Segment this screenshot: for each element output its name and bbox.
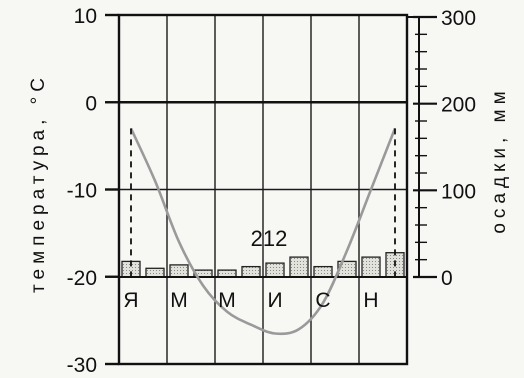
- right-axis-title: осадки, мм: [489, 86, 510, 233]
- left-axis-tick-label: 0: [85, 92, 97, 115]
- left-axis-title: температура, °С: [28, 73, 49, 293]
- precip-bar: [265, 262, 285, 278]
- left-axis-tick-label: -30: [67, 354, 97, 377]
- right-axis-tick-label: 200: [441, 94, 476, 117]
- right-axis-tick-label: 100: [441, 180, 476, 203]
- precip-bar: [361, 256, 381, 278]
- left-axis-tick-label: -10: [67, 180, 97, 203]
- precip-bar: [145, 267, 165, 278]
- left-axis-tick-label: -20: [67, 267, 97, 290]
- precip-bar: [313, 265, 333, 278]
- month-label: Н: [363, 289, 378, 312]
- month-label: М: [218, 289, 236, 312]
- month-label: С: [315, 289, 330, 312]
- temperature-curve: [129, 127, 397, 336]
- month-label: И: [267, 289, 282, 312]
- right-axis-tick-label: 300: [441, 7, 476, 30]
- precip-bar: [169, 264, 189, 278]
- right-axis-tick-label: 0: [441, 267, 453, 290]
- precip-bar: [289, 256, 309, 278]
- annual-precip-annotation: 212: [251, 226, 288, 251]
- left-axis-tick-label: 10: [74, 5, 97, 28]
- month-label: Я: [123, 289, 138, 312]
- precip-bar: [217, 269, 237, 278]
- month-label: М: [170, 289, 188, 312]
- precip-bar: [241, 265, 261, 278]
